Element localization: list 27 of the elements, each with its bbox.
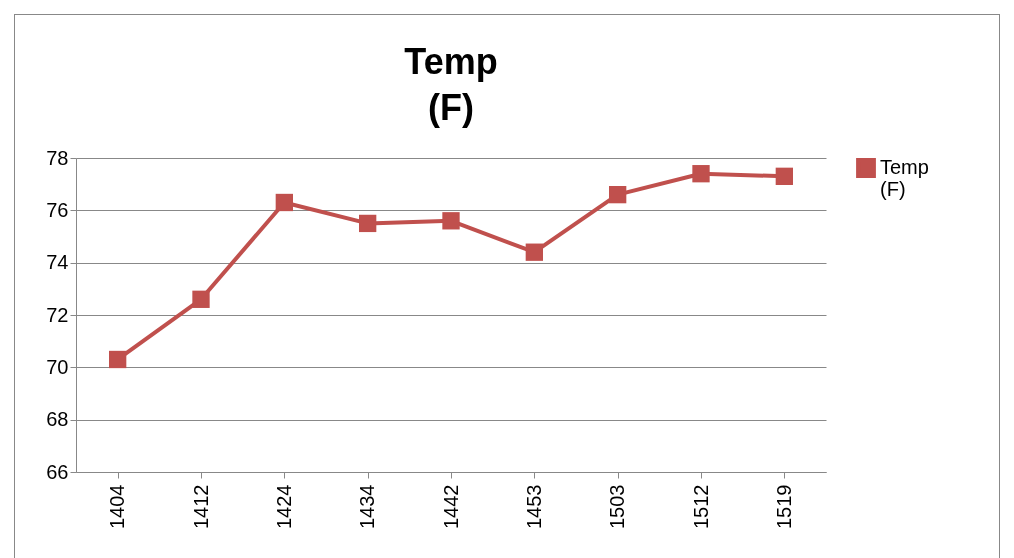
y-tick-label: 68 xyxy=(46,408,69,431)
point xyxy=(775,167,793,185)
y-tick-label: 74 xyxy=(46,251,69,274)
point xyxy=(192,290,210,308)
point xyxy=(359,214,377,233)
x-tick-label: 1424 xyxy=(272,484,295,529)
y-tick-label: 78 xyxy=(46,146,69,169)
x-tick-label: 1404 xyxy=(106,484,129,529)
point xyxy=(525,243,543,261)
point xyxy=(109,350,127,369)
x-tick-label: 1519 xyxy=(772,484,795,529)
point xyxy=(692,165,710,183)
point xyxy=(609,185,627,204)
legend-label: Temp (F) xyxy=(880,156,929,200)
y-tick-label: 76 xyxy=(46,198,69,221)
point xyxy=(275,193,293,212)
point xyxy=(442,212,460,230)
x-tick-label: 1442 xyxy=(439,484,462,529)
x-tick-label: 1434 xyxy=(356,484,379,529)
x-tick-label: 1503 xyxy=(606,484,629,529)
chart-title: Temp (F) xyxy=(404,41,498,128)
y-tick-label: 66 xyxy=(46,460,69,483)
x-tick-label: 1453 xyxy=(522,484,545,529)
y-tick-label: 70 xyxy=(46,355,69,378)
y-tick-label: 72 xyxy=(46,303,69,326)
x-tick-label: 1512 xyxy=(689,484,712,529)
x-tick-label: 1412 xyxy=(189,484,212,529)
